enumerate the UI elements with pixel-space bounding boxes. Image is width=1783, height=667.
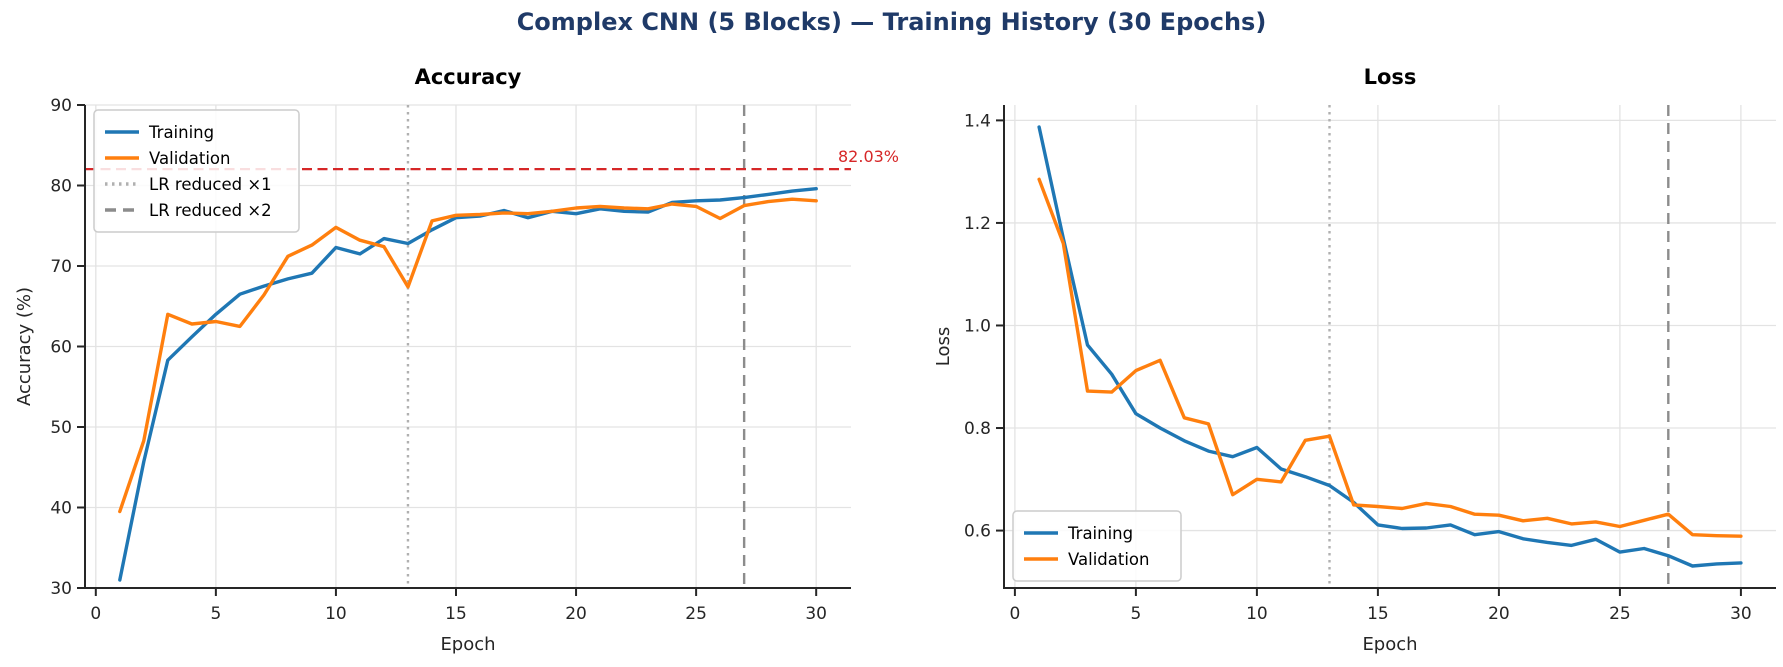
y-axis-label: Loss bbox=[933, 327, 954, 366]
y-tick-label: 70 bbox=[50, 257, 72, 277]
x-tick-label: 25 bbox=[1609, 604, 1631, 624]
y-tick-label: 80 bbox=[50, 177, 72, 197]
y-tick-label: 1.0 bbox=[964, 316, 991, 336]
axis-ticks: 0 5 10 15 20 25 30 0.6 0.8 1.0 1.2 1.4 bbox=[964, 111, 1752, 624]
x-tick-label: 10 bbox=[1246, 604, 1268, 624]
x-tick-label: 30 bbox=[1730, 604, 1752, 624]
gridlines bbox=[1004, 105, 1776, 588]
x-tick-label: 25 bbox=[685, 604, 707, 624]
x-tick-label: 30 bbox=[805, 604, 827, 624]
accuracy-validation-line bbox=[118, 197, 818, 514]
plot-title: Accuracy bbox=[415, 65, 522, 89]
x-axis-label: Epoch bbox=[1362, 634, 1417, 655]
x-tick-label: 5 bbox=[210, 604, 221, 624]
y-tick-label: 1.4 bbox=[964, 111, 991, 131]
x-tick-label: 20 bbox=[1488, 604, 1510, 624]
axis-ticks: 0 5 10 15 20 25 30 30 40 50 60 70 80 90 bbox=[50, 96, 827, 624]
loss-training-line bbox=[1037, 125, 1743, 568]
legend-item-label: Validation bbox=[149, 149, 230, 168]
legend-item-label: LR reduced ×2 bbox=[149, 201, 272, 220]
plot-loss: 0 5 10 15 20 25 30 0.6 0.8 1.0 1.2 1.4 Epoch Loss Loss… bbox=[933, 65, 1776, 655]
y-tick-label: 0.8 bbox=[964, 419, 991, 439]
target-accuracy-label: 82.03% bbox=[838, 147, 899, 166]
plot-title: Loss bbox=[1364, 65, 1417, 89]
x-tick-label: 5 bbox=[1130, 604, 1141, 624]
y-tick-label: 90 bbox=[50, 96, 72, 116]
x-tick-label: 20 bbox=[565, 604, 587, 624]
loss-validation-line bbox=[1037, 177, 1743, 538]
legend-item-label: Training bbox=[148, 123, 214, 142]
accuracy-training-line bbox=[118, 186, 818, 582]
y-tick-label: 0.6 bbox=[964, 522, 991, 542]
y-tick-label: 60 bbox=[50, 338, 72, 358]
plot-accuracy: 82.03% 0 5 10 15 20 25 30 30 40 50 60 70 80 90 Epoch Acc… bbox=[14, 65, 899, 655]
y-axis-label: Accuracy (%) bbox=[14, 287, 35, 406]
x-tick-label: 15 bbox=[445, 604, 467, 624]
legend: Training Validation LR reduced ×1 LR reduce… bbox=[93, 109, 300, 233]
axes-spines bbox=[1003, 105, 1776, 589]
x-tick-label: 0 bbox=[1009, 604, 1020, 624]
y-tick-label: 40 bbox=[50, 499, 72, 519]
x-tick-label: 0 bbox=[90, 604, 101, 624]
legend: Training Validation bbox=[1012, 510, 1182, 582]
y-tick-label: 50 bbox=[50, 418, 72, 438]
legend-item-label: Training bbox=[1067, 524, 1133, 543]
figure-title: Complex CNN (5 Blocks) — Training Histor… bbox=[516, 8, 1267, 36]
x-axis-label: Epoch bbox=[440, 634, 495, 655]
legend-item-label: Validation bbox=[1068, 550, 1149, 569]
legend-item-label: LR reduced ×1 bbox=[149, 175, 272, 194]
x-tick-label: 10 bbox=[325, 604, 347, 624]
y-tick-label: 1.2 bbox=[964, 214, 991, 234]
x-tick-label: 15 bbox=[1367, 604, 1389, 624]
y-tick-label: 30 bbox=[50, 579, 72, 599]
